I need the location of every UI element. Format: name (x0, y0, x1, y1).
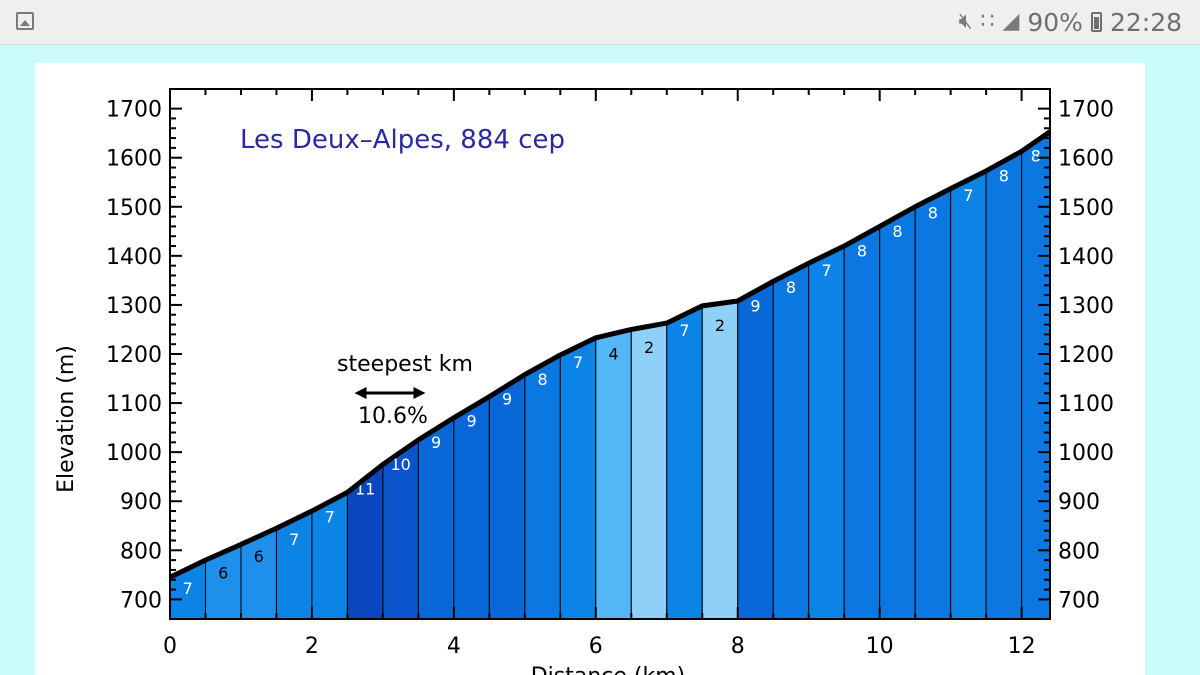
annotation-arrow (354, 387, 426, 399)
segment-gradient-label-6: 10 (390, 455, 410, 474)
segment-9 (488, 373, 526, 620)
segment-gradient-label-14: 7 (679, 321, 689, 340)
y-tick-label-left: 1700 (106, 98, 162, 123)
segment-10 (524, 354, 561, 620)
segment-gradient-label-4: 7 (325, 507, 335, 526)
segment-gradient-label-3: 7 (289, 530, 299, 549)
labels-layer: 700 700 800 800 900 900 1000 1000 1100 1100 1200 12… (106, 98, 1114, 659)
segment-gradient-label-7: 9 (431, 433, 441, 452)
y-tick-label-right: 1500 (1058, 196, 1114, 221)
annotation-steepest-km: steepest km (337, 352, 473, 377)
segment-15 (701, 300, 739, 620)
y-tick-label-right: 1600 (1058, 147, 1114, 172)
segment-gradient-label-22: 7 (963, 186, 973, 205)
y-tick-label-right: 1400 (1058, 245, 1114, 270)
y-tick-label-right: 900 (1058, 490, 1100, 515)
segment-13 (630, 322, 668, 620)
segment-gradient-label-8: 9 (467, 412, 477, 431)
battery-percent: 90% (1027, 7, 1083, 37)
segment-23 (985, 150, 1023, 620)
x-tick-label: 2 (305, 634, 319, 659)
annotation-arrow-head-right (413, 387, 426, 399)
segment-gradient-label-1: 6 (218, 563, 228, 582)
y-tick-label-left: 1000 (106, 441, 162, 466)
y-tick-label-right: 1300 (1058, 294, 1114, 319)
segment-gradient-label-18: 7 (821, 261, 831, 280)
chart-card: 7 6 6 7 7 11 10 9 9 9 8 7 4 2 7 2 9 8 7 8 8 8 7 8 8 700 700 800 800… (35, 63, 1145, 675)
segment-11 (559, 337, 597, 620)
y-tick-label-right: 1000 (1058, 441, 1114, 466)
annotation-value: 10.6% (358, 404, 428, 429)
y-tick-label-right: 1700 (1058, 98, 1114, 123)
segment-24 (1021, 130, 1051, 620)
annotation-arrow-head-left (354, 387, 367, 399)
segment-gradient-label-16: 9 (750, 296, 760, 315)
y-tick-label-left: 900 (120, 490, 162, 515)
status-bar: 🔇︎ ∷ ◢ 90% 22:28 (0, 0, 1200, 45)
signal-icon: ◢ (1002, 9, 1020, 34)
status-right-group: 🔇︎ ∷ ◢ 90% 22:28 (959, 6, 1182, 38)
segment-gradient-label-17: 8 (786, 278, 796, 297)
y-tick-label-right: 1200 (1058, 343, 1114, 368)
y-axis-label: Elevation (m) (54, 345, 79, 493)
segment-18 (808, 245, 845, 620)
battery-icon (1090, 12, 1102, 32)
segment-gradient-label-2: 6 (254, 547, 264, 566)
segment-22 (950, 170, 987, 620)
y-tick-label-left: 1100 (106, 392, 162, 417)
segment-gradient-label-0: 7 (183, 579, 193, 598)
segment-gradient-label-20: 8 (892, 222, 902, 241)
chart-title: Les Deux–Alpes, 884 cep (240, 125, 565, 155)
y-tick-label-left: 700 (120, 588, 162, 613)
segment-17 (772, 262, 810, 620)
segment-gradient-label-13: 2 (644, 338, 654, 357)
clock-time: 22:28 (1109, 7, 1182, 37)
y-tick-label-right: 700 (1058, 588, 1100, 613)
x-tick-label: 10 (866, 634, 894, 659)
y-tick-label-left: 1400 (106, 245, 162, 270)
segment-gradient-label-15: 2 (715, 316, 725, 335)
segment-14 (666, 305, 703, 620)
x-tick-label: 8 (731, 634, 745, 659)
segment-gradient-label-19: 8 (857, 241, 867, 260)
y-tick-label-right: 1100 (1058, 392, 1114, 417)
wifi-icon: ∷ (980, 9, 995, 34)
segment-gradient-label-11: 7 (573, 353, 583, 372)
x-tick-label: 0 (163, 634, 177, 659)
y-tick-label-left: 800 (120, 539, 162, 564)
segment-gradient-label-23: 8 (999, 166, 1009, 185)
segment-16 (737, 280, 774, 620)
y-tick-label-left: 1200 (106, 343, 162, 368)
segment-gradient-label-9: 9 (502, 390, 512, 409)
segment-20 (879, 205, 916, 620)
x-tick-label: 4 (447, 634, 461, 659)
segment-21 (914, 187, 952, 620)
segment-12 (595, 328, 632, 620)
x-axis-label: Distance (km) (531, 664, 686, 675)
y-tick-label-left: 1300 (106, 294, 162, 319)
segment-19 (843, 225, 881, 620)
x-tick-label: 6 (589, 634, 603, 659)
segment-gradient-label-21: 8 (928, 204, 938, 223)
profile-outline (168, 129, 1052, 580)
y-tick-label-right: 800 (1058, 539, 1100, 564)
segment-gradient-label-12: 4 (608, 344, 618, 363)
y-tick-label-left: 1600 (106, 147, 162, 172)
mute-icon: 🔇︎ (958, 9, 973, 34)
image-icon (16, 12, 34, 30)
segment-gradient-label-10: 8 (537, 370, 547, 389)
y-tick-label-left: 1500 (106, 196, 162, 221)
x-tick-label: 12 (1008, 634, 1036, 659)
ticks-layer (169, 89, 1050, 619)
segment-gradient-label-24: 8 (1031, 147, 1041, 166)
